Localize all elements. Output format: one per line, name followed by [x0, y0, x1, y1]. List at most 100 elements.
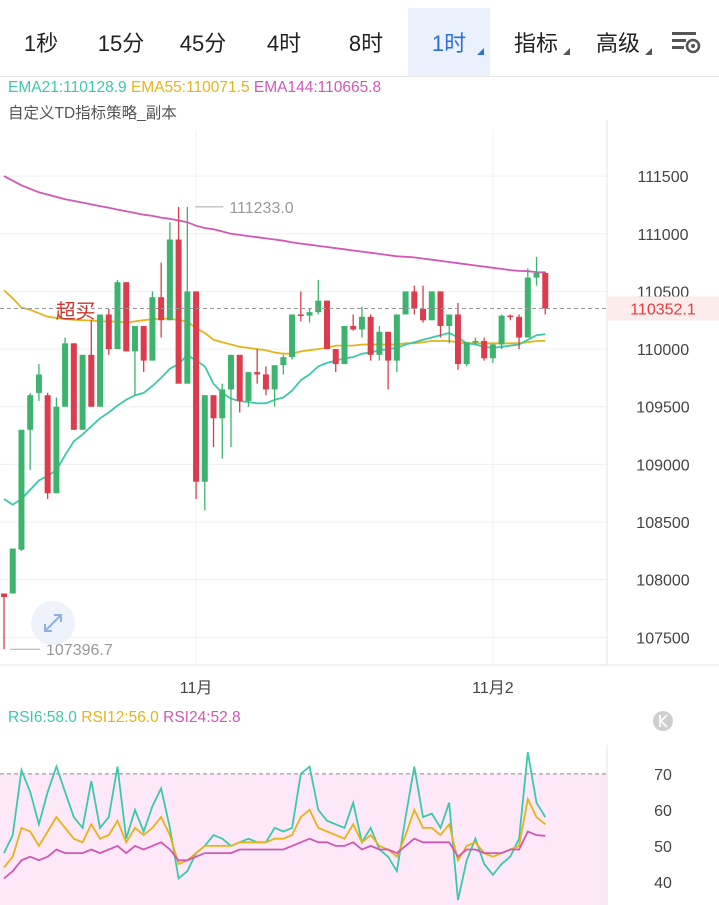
candle-body — [62, 343, 69, 407]
candle-body — [437, 291, 444, 327]
candle-body — [149, 297, 156, 361]
tab-label: 4时 — [266, 31, 302, 56]
candle-body — [123, 282, 130, 352]
candle-body — [428, 291, 435, 321]
expand-chart-icon[interactable] — [31, 601, 75, 645]
high-label: 111233.0 — [229, 200, 293, 217]
candle-body — [9, 548, 16, 594]
candle-body — [481, 341, 488, 359]
candlestick-chart[interactable]: 1115001110001105001100001095001090001085… — [0, 96, 719, 706]
rsi6-value: RSI6:58.0 — [8, 709, 77, 726]
candle-body — [498, 315, 505, 345]
chart-settings-icon — [672, 32, 701, 54]
candle-body — [542, 272, 549, 309]
ema144-line — [3, 175, 546, 274]
rsi-legend: RSI6:58.0 RSI12:56.0 RSI24:52.8 — [8, 709, 241, 727]
dropdown-triangle-icon — [477, 48, 484, 55]
candle-body — [271, 365, 278, 390]
strategy-label: 自定义TD指标策略_副本 — [8, 105, 177, 122]
tab-4h[interactable]: 4时 — [252, 8, 316, 76]
y-tick-label: 111500 — [637, 169, 688, 186]
dropdown-triangle-icon — [645, 48, 652, 55]
rsi-y-tick-label: 70 — [654, 767, 672, 784]
candle-body — [524, 277, 531, 338]
candle-body — [454, 314, 461, 365]
candle-body — [402, 291, 409, 315]
candle-body — [70, 343, 77, 430]
candle-body — [516, 316, 523, 338]
candle-body — [184, 291, 191, 384]
current-price-label: 110352.1 — [630, 301, 696, 318]
candle-body — [262, 374, 269, 390]
candle-body — [35, 374, 42, 393]
candle-body — [27, 395, 34, 430]
overbought-signal: 超买 — [56, 300, 96, 323]
candle-body — [446, 314, 453, 327]
candle-body — [53, 406, 60, 494]
tab-advanced[interactable]: 高级 — [582, 8, 654, 76]
tab-1h[interactable]: 1时 — [408, 8, 490, 76]
candle-body — [507, 315, 514, 318]
candle-body — [420, 308, 427, 321]
candle-body — [489, 344, 496, 359]
y-tick-label: 110000 — [637, 342, 689, 359]
tab-label: 8时 — [348, 31, 384, 56]
y-tick-label: 109000 — [636, 457, 689, 474]
y-tick-label: 107500 — [636, 630, 689, 647]
candle-body — [219, 389, 226, 419]
tab-label: 15分 — [97, 31, 145, 56]
current-price-tag — [608, 296, 719, 321]
x-tick-label: 11月 — [180, 680, 213, 697]
rsi24-value: RSI24:52.8 — [163, 709, 241, 726]
candle-body — [114, 282, 121, 350]
collapse-icon — [659, 714, 668, 728]
rsi-collapse-button[interactable] — [653, 711, 673, 731]
ema55-value: EMA55:110071.5 — [130, 79, 250, 96]
candle-body — [18, 429, 25, 550]
candle-body — [175, 239, 182, 384]
candle-body — [324, 300, 331, 350]
rsi-chart[interactable]: 70 60 50 40 — [0, 705, 719, 905]
candle-body — [533, 272, 540, 278]
expand-icon-arrows — [44, 614, 62, 632]
candle-body — [236, 354, 243, 401]
candle-body — [105, 314, 112, 350]
candle-body — [463, 342, 470, 365]
candle-body — [358, 316, 365, 330]
candle-body — [97, 314, 104, 407]
candle-body — [472, 341, 479, 343]
rsi24-line — [3, 830, 546, 880]
chart-settings-button[interactable] — [662, 8, 712, 76]
candle-body — [131, 326, 138, 352]
candle-body — [245, 372, 252, 401]
tab-label: 高级 — [595, 31, 640, 56]
candle-body — [140, 326, 147, 361]
tab-8h[interactable]: 8时 — [334, 8, 398, 76]
ema-legend: EMA21:110128.9 EMA55:110071.5 EMA144:110… — [8, 79, 381, 97]
dropdown-triangle-icon — [563, 48, 570, 55]
y-tick-label: 108000 — [636, 573, 689, 590]
tab-indicators[interactable]: 指标 — [500, 8, 572, 76]
tab-1s[interactable]: 1秒 — [12, 8, 70, 76]
candle-body — [289, 314, 296, 358]
rsi6-line — [3, 752, 547, 901]
rsi-collapse-icon-bg — [653, 711, 673, 731]
rsi-band — [0, 773, 607, 905]
candle-body — [254, 372, 261, 375]
candle-body — [393, 314, 400, 361]
candle-body — [306, 312, 313, 316]
ema144-value: EMA144:110665.8 — [253, 79, 382, 96]
candle-body — [341, 326, 348, 365]
candle-body — [385, 331, 392, 361]
tab-15m[interactable]: 15分 — [86, 8, 156, 76]
y-tick-label: 111000 — [637, 227, 688, 244]
rsi-y-tick-label: 60 — [654, 803, 672, 820]
tab-45m[interactable]: 45分 — [168, 8, 238, 76]
tab-label: 1时 — [431, 31, 467, 56]
candle-body — [332, 349, 339, 365]
low-label: 107396.7 — [46, 642, 113, 659]
candle-body — [88, 354, 95, 407]
candle-body — [210, 395, 217, 419]
candle-body — [297, 314, 304, 316]
y-tick-label: 108500 — [636, 515, 689, 532]
